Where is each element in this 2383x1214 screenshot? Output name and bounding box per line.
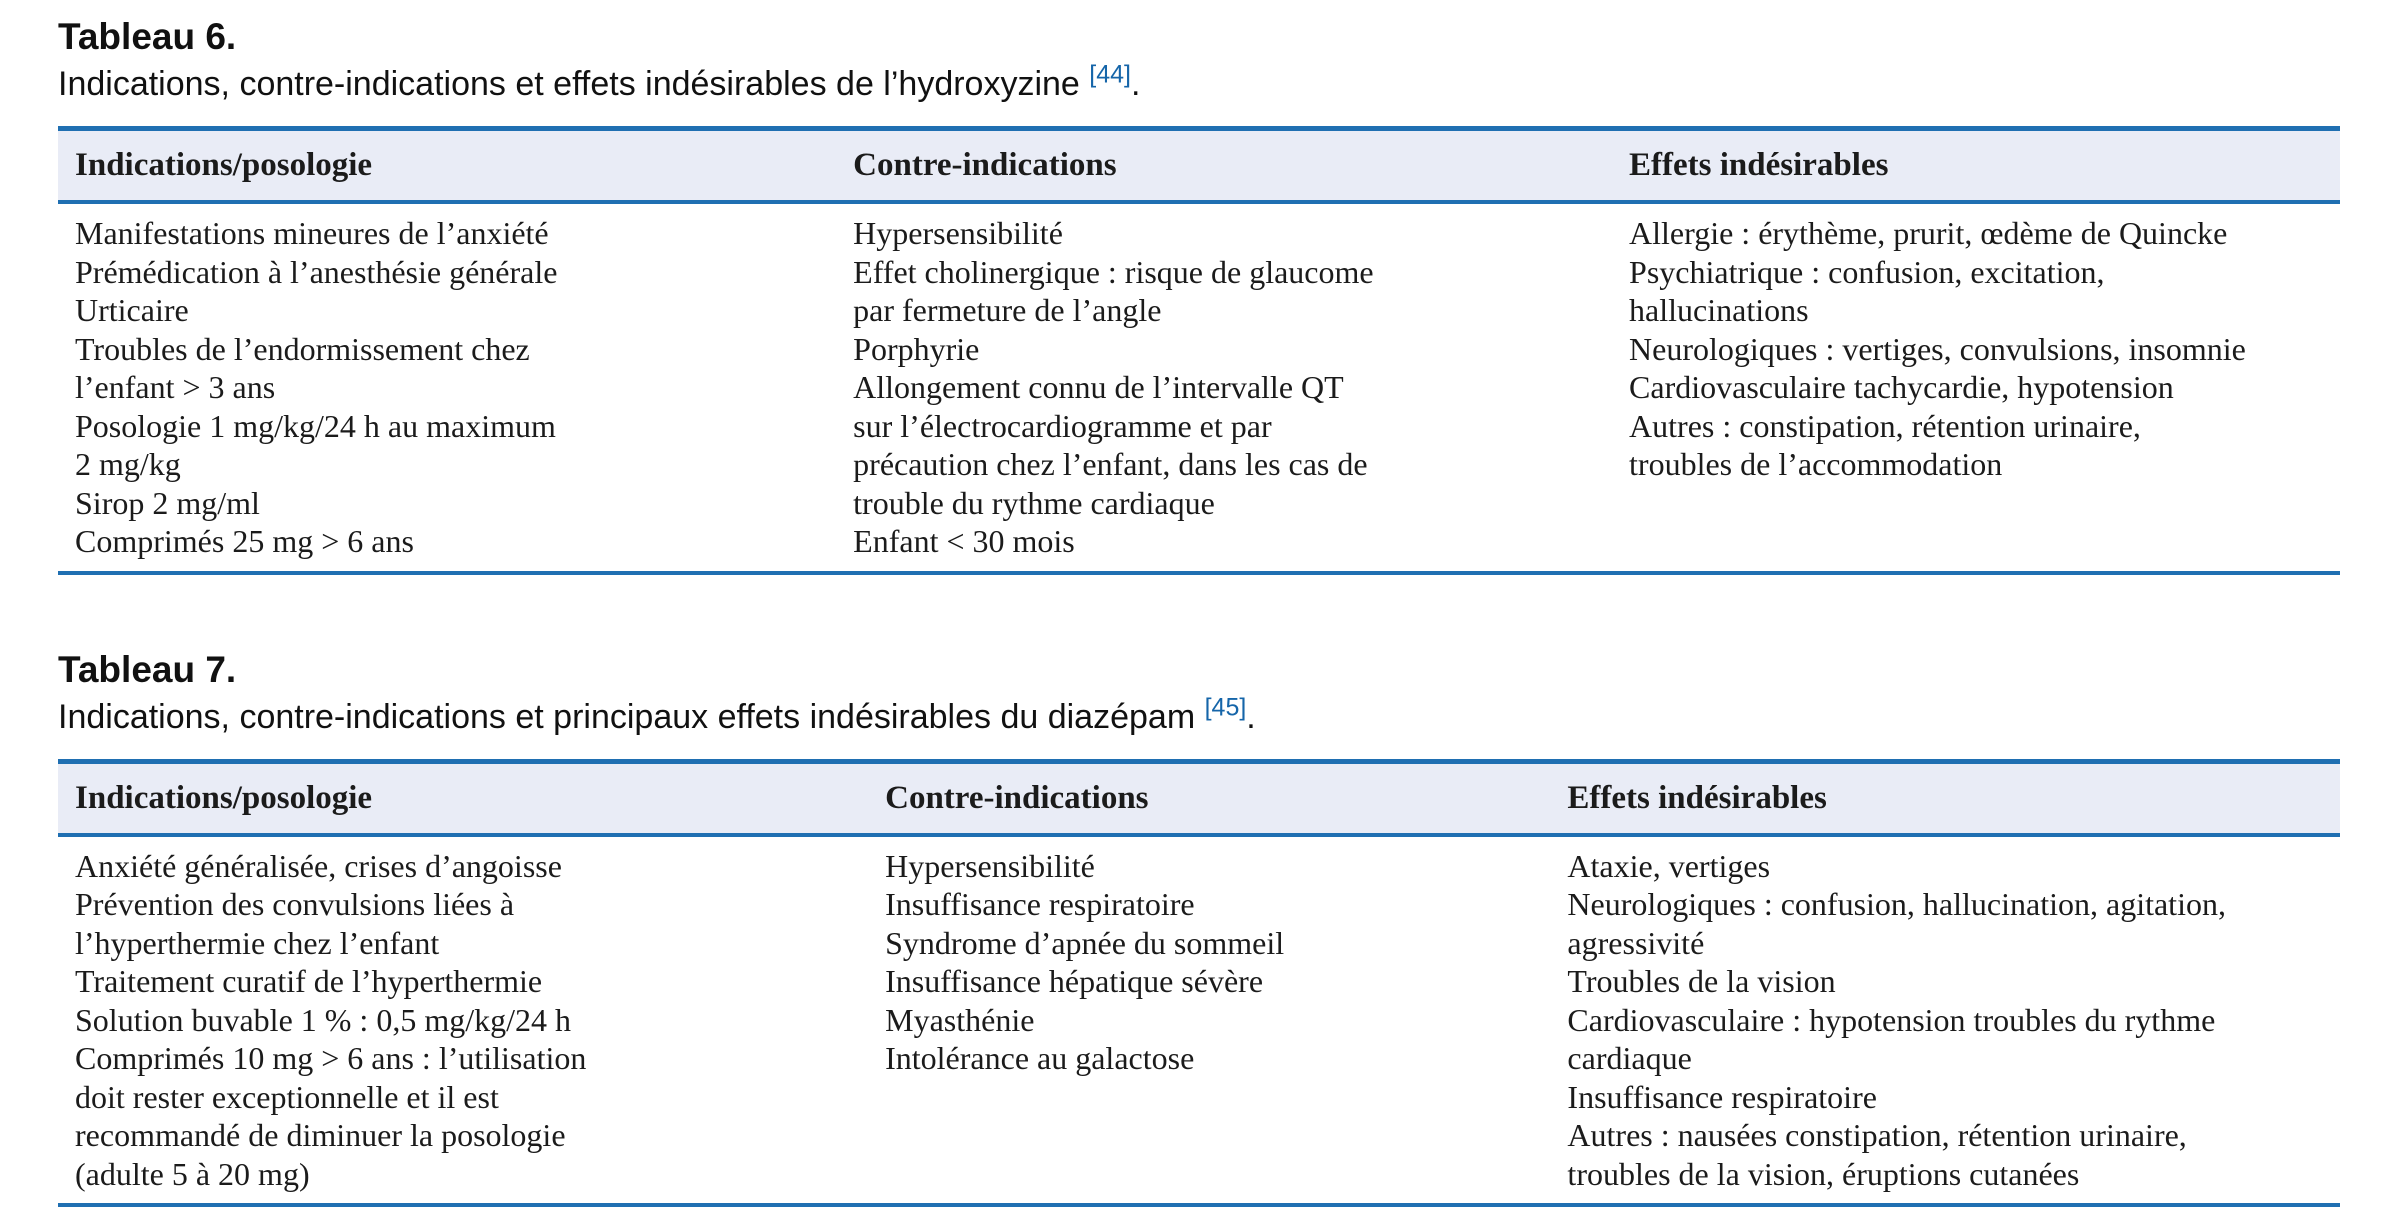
table-header-row: Indications/posologie Contre-indications… bbox=[58, 761, 2340, 837]
column-header-contre-indications: Contre-indications bbox=[836, 128, 1613, 204]
cell-line: précaution chez l’enfant, dans les cas d… bbox=[853, 446, 1368, 482]
citation-link[interactable]: [45] bbox=[1204, 693, 1247, 722]
article-page-fragment: Tableau 6. Indications, contre-indicatio… bbox=[58, 14, 2340, 1207]
cell-line: cardiaque bbox=[1567, 1040, 1692, 1076]
cell-line: Effet cholinergique : risque de glaucome bbox=[853, 253, 1374, 290]
column-header-effets-indesirables: Effets indésirables bbox=[1612, 128, 2340, 204]
cell-line: Cardiovasculaire : hypotension troubles … bbox=[1567, 1001, 2216, 1038]
cell-line: Posologie 1 mg/kg/24 h au maximum bbox=[75, 407, 556, 444]
caption-period: . bbox=[1246, 697, 1256, 736]
cell-line: Sirop 2 mg/ml bbox=[75, 484, 260, 521]
cell-line: Insuffisance hépatique sévère bbox=[885, 963, 1264, 999]
cell-indications: Manifestations mineures de l’anxiété Prém… bbox=[58, 202, 836, 573]
cell-line: Anxiété généralisée, crises d’angoisse bbox=[75, 847, 562, 884]
cell-indications: Anxiété généralisée, crises d’angoisse Pr… bbox=[58, 835, 868, 1206]
cell-effets-indesirables: Ataxie, vertiges Neurologiques : confusio… bbox=[1550, 835, 2340, 1206]
medication-table-hydroxyzine: Indications/posologie Contre-indications… bbox=[58, 126, 2340, 575]
cell-line: Myasthénie bbox=[885, 1001, 1035, 1038]
table-row: Manifestations mineures de l’anxiété Prém… bbox=[58, 202, 2340, 573]
table-row: Anxiété généralisée, crises d’angoisse Pr… bbox=[58, 835, 2340, 1206]
cell-line: Insuffisance respiratoire bbox=[885, 886, 1195, 922]
cell-effets-indesirables: Allergie : érythème, prurit, œdème de Qu… bbox=[1612, 202, 2340, 573]
cell-line: l’enfant > 3 ans bbox=[75, 369, 276, 405]
cell-line: Prémédication à l’anesthésie générale bbox=[75, 253, 558, 290]
cell-line: Comprimés 10 mg > 6 ans : l’utilisation bbox=[75, 1040, 587, 1076]
caption-text: Indications, contre-indications et princ… bbox=[58, 697, 1196, 736]
cell-line: Ataxie, vertiges bbox=[1567, 847, 1771, 884]
caption-period: . bbox=[1130, 65, 1141, 103]
cell-line: l’hyperthermie chez l’enfant bbox=[75, 924, 440, 961]
cell-line: Neurologiques : vertiges, convulsions, i… bbox=[1629, 330, 2246, 367]
cell-line: Autres : constipation, rétention urinair… bbox=[1629, 407, 2141, 444]
column-header-indications: Indications/posologie bbox=[58, 761, 869, 837]
cell-line: Insuffisance respiratoire bbox=[1567, 1078, 1877, 1115]
cell-line: Cardiovasculaire tachycardie, hypotensio… bbox=[1629, 369, 2174, 405]
cell-line: Enfant < 30 mois bbox=[853, 523, 1075, 559]
medication-table-diazepam: Indications/posologie Contre-indications… bbox=[58, 758, 2340, 1207]
table-title: Tableau 6. bbox=[58, 16, 237, 57]
column-header-indications: Indications/posologie bbox=[58, 128, 837, 204]
caption-text: Indications, contre-indications et effet… bbox=[58, 65, 1080, 103]
table-title: Tableau 7. bbox=[58, 648, 237, 690]
cell-line: Comprimés 25 mg > 6 ans bbox=[75, 523, 414, 559]
table-block-tableau-7: Tableau 7. Indications, contre-indicatio… bbox=[58, 647, 2340, 1207]
cell-line: recommandé de diminuer la posologie bbox=[75, 1117, 566, 1153]
cell-line: trouble du rythme cardiaque bbox=[853, 484, 1215, 521]
cell-line: Hypersensibilité bbox=[853, 215, 1063, 251]
table-caption: Indications, contre-indications et princ… bbox=[58, 695, 2340, 739]
cell-line: (adulte 5 à 20 mg) bbox=[75, 1155, 310, 1192]
cell-line: Porphyrie bbox=[853, 330, 980, 367]
cell-contre-indications: Hypersensibilité Insuffisance respiratoir… bbox=[868, 835, 1550, 1206]
cell-contre-indications: Hypersensibilité Effet cholinergique : ri… bbox=[836, 202, 1612, 573]
cell-line: troubles de l’accommodation bbox=[1629, 446, 2003, 482]
cell-line: Allergie : érythème, prurit, œdème de Qu… bbox=[1629, 215, 2228, 251]
cell-line: Solution buvable 1 % : 0,5 mg/kg/24 h bbox=[75, 1001, 571, 1038]
cell-line: doit rester exceptionnelle et il est bbox=[75, 1078, 499, 1115]
cell-line: Neurologiques : confusion, hallucination… bbox=[1567, 886, 2226, 922]
cell-line: Manifestations mineures de l’anxiété bbox=[75, 215, 549, 251]
cell-line: hallucinations bbox=[1629, 292, 1809, 328]
column-header-contre-indications: Contre-indications bbox=[868, 761, 1551, 837]
citation-link[interactable]: [44] bbox=[1089, 60, 1131, 89]
cell-line: Hypersensibilité bbox=[885, 847, 1095, 884]
table-header-row: Indications/posologie Contre-indications… bbox=[58, 128, 2340, 204]
cell-line: Allongement connu de l’intervalle QT bbox=[853, 369, 1344, 405]
cell-line: Troubles de la vision bbox=[1567, 963, 1836, 999]
cell-line: 2 mg/kg bbox=[75, 446, 181, 482]
table-block-tableau-6: Tableau 6. Indications, contre-indicatio… bbox=[58, 14, 2340, 575]
column-header-effets-indesirables: Effets indésirables bbox=[1550, 761, 2340, 837]
cell-line: troubles de la vision, éruptions cutanée… bbox=[1567, 1155, 2080, 1192]
cell-line: Prévention des convulsions liées à bbox=[75, 886, 515, 922]
cell-line: Urticaire bbox=[75, 292, 189, 328]
cell-line: Psychiatrique : confusion, excitation, bbox=[1629, 253, 2105, 290]
cell-line: agressivité bbox=[1567, 924, 1705, 961]
cell-line: Intolérance au galactose bbox=[885, 1040, 1195, 1076]
cell-line: Troubles de l’endormissement chez bbox=[75, 330, 530, 367]
cell-line: Traitement curatif de l’hyperthermie bbox=[75, 963, 543, 999]
cell-line: sur l’électrocardiogramme et par bbox=[853, 407, 1272, 444]
cell-line: Syndrome d’apnée du sommeil bbox=[885, 924, 1285, 961]
cell-line: Autres : nausées constipation, rétention… bbox=[1567, 1117, 2187, 1153]
table-caption: Indications, contre-indications et effet… bbox=[58, 62, 2340, 106]
cell-line: par fermeture de l’angle bbox=[853, 292, 1162, 328]
